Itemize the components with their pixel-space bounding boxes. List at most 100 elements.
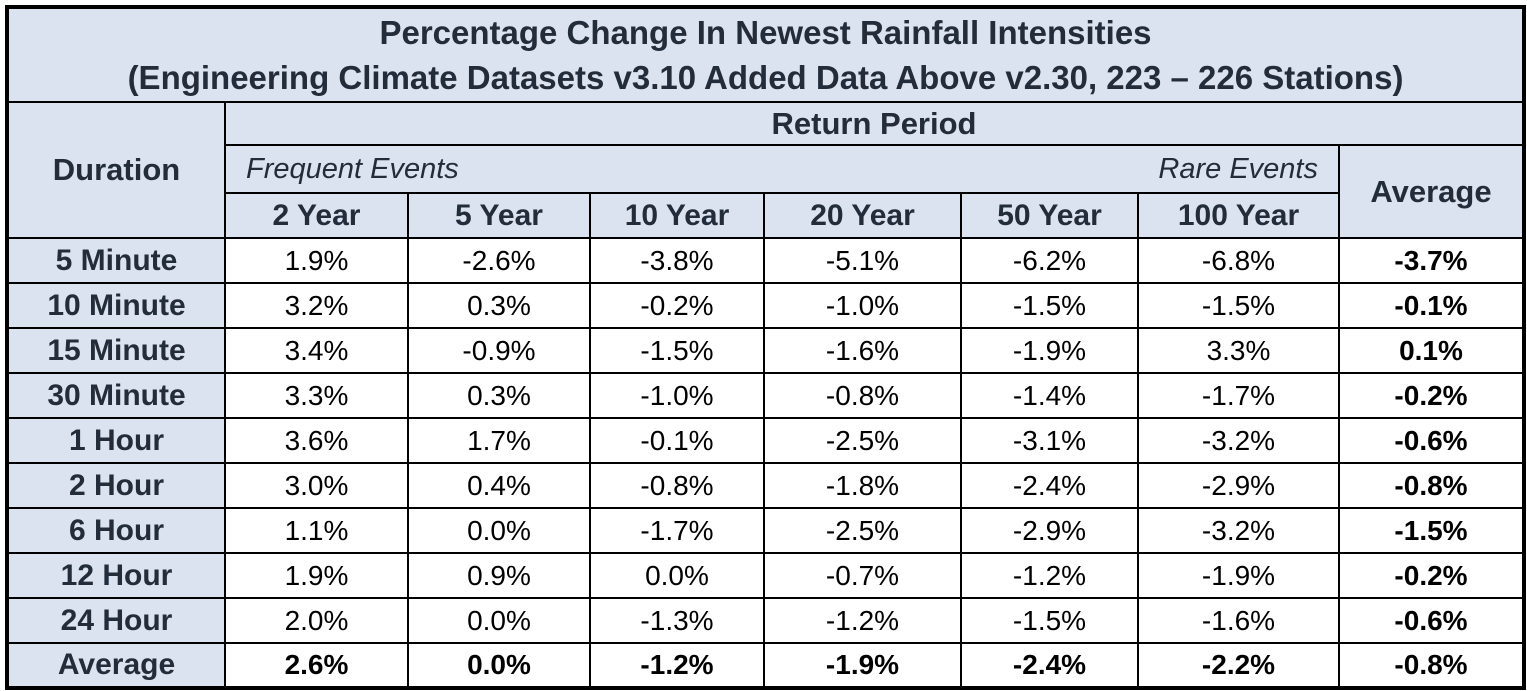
table-row: 12 Hour 1.9% 0.9% 0.0% -0.7% -1.2% -1.9% -0.2% [6, 552, 1525, 599]
year-column-header: 50 Year [960, 192, 1139, 239]
cell-value: -2.5% [763, 507, 962, 554]
row-average-value: -1.5% [1338, 507, 1525, 554]
cell-value: -1.4% [960, 372, 1139, 419]
cell-value: 3.6% [224, 417, 409, 464]
cell-value: -1.5% [960, 282, 1139, 329]
cell-value: 1.9% [224, 552, 409, 599]
row-label: 1 Hour [6, 417, 226, 464]
cell-value: -2.4% [960, 462, 1139, 509]
cell-value: -0.2% [589, 282, 765, 329]
table-body: 5 Minute 1.9% -2.6% -3.8% -5.1% -6.2% -6.8% -3.… [6, 237, 1525, 689]
cell-value: 1.1% [224, 507, 409, 554]
cell-value: -1.3% [589, 597, 765, 644]
cell-value: -1.0% [589, 372, 765, 419]
row-average-value: -0.8% [1338, 642, 1525, 689]
cell-value: -1.0% [763, 282, 962, 329]
row-label: 24 Hour [6, 597, 226, 644]
cell-value: -2.9% [960, 507, 1139, 554]
row-label: 15 Minute [6, 327, 226, 374]
cell-value: 0.9% [407, 552, 591, 599]
year-column-header: 100 Year [1137, 192, 1340, 239]
table-row: 30 Minute 3.3% 0.3% -1.0% -0.8% -1.4% -1.7% -0.… [6, 372, 1525, 419]
rainfall-intensity-table: Percentage Change In Newest Rainfall Int… [5, 5, 1526, 690]
cell-value: -1.2% [763, 597, 962, 644]
cell-value: -2.5% [763, 417, 962, 464]
cell-value: -1.6% [763, 327, 962, 374]
cell-value: 0.0% [407, 597, 591, 644]
cell-value: -1.2% [960, 552, 1139, 599]
row-label: 30 Minute [6, 372, 226, 419]
cell-value: -3.2% [1137, 507, 1340, 554]
cell-value: -1.6% [1137, 597, 1340, 644]
table-row: 5 Minute 1.9% -2.6% -3.8% -5.1% -6.2% -6.8% -3.… [6, 237, 1525, 284]
cell-value: -3.1% [960, 417, 1139, 464]
year-header-row: 2 Year 5 Year 10 Year 20 Year 50 Year 100 Yea… [7, 192, 1524, 239]
year-column-header: 5 Year [407, 192, 591, 239]
cell-value: -1.7% [1137, 372, 1340, 419]
row-label: 2 Hour [6, 462, 226, 509]
cell-value: -1.2% [589, 642, 765, 689]
cell-value: 3.2% [224, 282, 409, 329]
row-average-value: -0.2% [1338, 552, 1525, 599]
cell-value: -3.8% [589, 237, 765, 284]
cell-value: 0.0% [407, 642, 591, 689]
cell-value: -1.9% [1137, 552, 1340, 599]
cell-value: -5.1% [763, 237, 962, 284]
cell-value: 3.4% [224, 327, 409, 374]
table-row: Average 2.6% 0.0% -1.2% -1.9% -2.4% -2.2% -0.8% [6, 642, 1525, 689]
cell-value: -1.9% [960, 327, 1139, 374]
rainfall-table-figure: Percentage Change In Newest Rainfall Int… [5, 5, 1526, 690]
row-average-value: 0.1% [1338, 327, 1525, 374]
cell-value: -0.8% [763, 372, 962, 419]
table-row: 1 Hour 3.6% 1.7% -0.1% -2.5% -3.1% -3.2% -0.6% [6, 417, 1525, 464]
cell-value: 1.9% [224, 237, 409, 284]
cell-value: -1.5% [589, 327, 765, 374]
cell-value: -2.6% [407, 237, 591, 284]
cell-value: -3.2% [1137, 417, 1340, 464]
cell-value: -6.8% [1137, 237, 1340, 284]
cell-value: -2.2% [1137, 642, 1340, 689]
cell-value: -0.7% [763, 552, 962, 599]
row-average-value: -0.6% [1338, 597, 1525, 644]
cell-value: 1.7% [407, 417, 591, 464]
cell-value: 0.0% [589, 552, 765, 599]
row-label: 5 Minute [6, 237, 226, 284]
cell-value: -0.8% [589, 462, 765, 509]
cell-value: -2.9% [1137, 462, 1340, 509]
cell-value: 2.0% [224, 597, 409, 644]
cell-value: -0.1% [589, 417, 765, 464]
title-row: Percentage Change In Newest Rainfall Int… [6, 6, 1525, 103]
year-column-header: 20 Year [763, 192, 962, 239]
cell-value: 3.3% [1137, 327, 1340, 374]
frequent-events-label: Frequent Events [246, 152, 459, 185]
year-column-header: 2 Year [224, 192, 409, 239]
duration-column-header: Duration [6, 101, 226, 239]
cell-value: 0.0% [407, 507, 591, 554]
row-average-value: -0.8% [1338, 462, 1525, 509]
event-groups-row: Frequent Events Rare Events Average [7, 144, 1525, 239]
cell-value: -6.2% [960, 237, 1139, 284]
rare-events-label: Rare Events [1158, 152, 1318, 185]
cell-value: 3.0% [224, 462, 409, 509]
year-column-header: 10 Year [589, 192, 765, 239]
cell-value: -1.5% [960, 597, 1139, 644]
cell-value: -1.5% [1137, 282, 1340, 329]
event-groups-flex: Frequent Events Rare Events [227, 152, 1337, 186]
cell-value: 3.3% [224, 372, 409, 419]
row-average-value: -0.6% [1338, 417, 1525, 464]
row-label: 6 Hour [6, 507, 226, 554]
title-line-1: Percentage Change In Newest Rainfall Int… [379, 14, 1152, 51]
cell-value: -1.8% [763, 462, 962, 509]
table-row: 2 Hour 3.0% 0.4% -0.8% -1.8% -2.4% -2.9% -0.8% [6, 462, 1525, 509]
cell-value: -2.4% [960, 642, 1139, 689]
table-title: Percentage Change In Newest Rainfall Int… [6, 6, 1525, 103]
row-average-value: -0.1% [1338, 282, 1525, 329]
title-line-2: (Engineering Climate Datasets v3.10 Adde… [127, 59, 1404, 96]
cell-value: 0.4% [407, 462, 591, 509]
return-period-header: Return Period [224, 101, 1525, 146]
row-average-value: -3.7% [1338, 237, 1525, 284]
table-row: 10 Minute 3.2% 0.3% -0.2% -1.0% -1.5% -1.5% -0.… [6, 282, 1525, 329]
row-label: 12 Hour [6, 552, 226, 599]
table-row: 15 Minute 3.4% -0.9% -1.5% -1.6% -1.9% 3.3% 0.1… [6, 327, 1525, 374]
row-label: 10 Minute [6, 282, 226, 329]
